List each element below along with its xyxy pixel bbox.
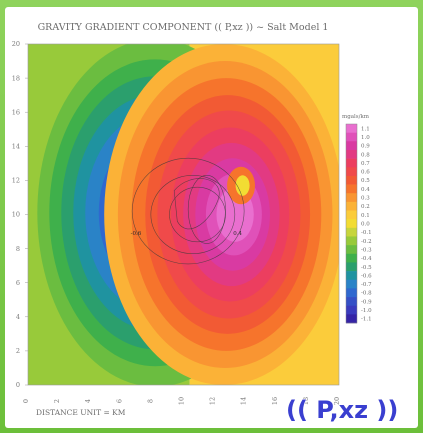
x-tick-label: 18 bbox=[302, 397, 310, 405]
x-tick-label: 12 bbox=[209, 397, 217, 405]
contour-line bbox=[150, 174, 236, 255]
colorbar-swatch bbox=[346, 193, 357, 203]
colorbar-swatch bbox=[346, 253, 357, 263]
colorbar-swatch bbox=[346, 314, 357, 324]
contour-label: -0.6 bbox=[131, 231, 142, 237]
colorbar-swatch bbox=[346, 158, 357, 168]
colorbar-swatch bbox=[346, 305, 357, 315]
colorbar-label: 0.1 bbox=[361, 213, 370, 219]
y-tick-label: 4 bbox=[16, 313, 20, 321]
colorbar-label: 0.5 bbox=[361, 178, 370, 184]
component-label: (( P,xz )) bbox=[286, 396, 398, 424]
colorbar-label: 0.8 bbox=[361, 152, 370, 158]
colorbar-swatch bbox=[346, 236, 357, 246]
colorbar-swatch bbox=[346, 175, 357, 185]
y-tick-label: 2 bbox=[16, 347, 20, 355]
chart: GRAVITY GRADIENT COMPONENT (( P,xz )) ~ … bbox=[12, 22, 399, 425]
colorbar-swatch bbox=[346, 132, 357, 142]
y-tick-label: 14 bbox=[12, 143, 20, 151]
colorbar-swatch bbox=[346, 149, 357, 159]
contour-label: 0.4 bbox=[233, 231, 242, 237]
colorbar-label: -0.4 bbox=[361, 256, 372, 262]
contour-line bbox=[173, 178, 220, 230]
colorbar-label: -0.3 bbox=[361, 247, 372, 253]
colorbar-label: -0.1 bbox=[361, 230, 372, 236]
colorbar-label: 1.0 bbox=[361, 135, 370, 141]
colorbar-swatch bbox=[346, 245, 357, 255]
heatmap-bands bbox=[28, 44, 339, 385]
colorbar-swatch bbox=[346, 167, 357, 177]
colorbar-label: -0.2 bbox=[361, 239, 372, 245]
colorbar-swatch bbox=[346, 141, 357, 151]
x-tick-label: 4 bbox=[84, 399, 92, 403]
chart-title: GRAVITY GRADIENT COMPONENT (( P,xz )) ~ … bbox=[38, 22, 329, 33]
x-tick-label: 14 bbox=[240, 397, 248, 405]
x-tick-label: 10 bbox=[178, 397, 186, 405]
colorbar-swatch bbox=[346, 288, 357, 298]
colorbar-label: 0.6 bbox=[361, 170, 370, 176]
contour-line bbox=[187, 174, 226, 244]
colorbar-label: 0.0 bbox=[361, 222, 370, 228]
x-axis-label: DISTANCE UNIT = KM bbox=[36, 408, 126, 417]
colorbar-label: 0.3 bbox=[361, 196, 370, 202]
colorbar-swatch bbox=[346, 210, 357, 220]
colorbar-swatch bbox=[346, 219, 357, 229]
y-tick-label: 8 bbox=[16, 245, 20, 253]
colorbar-swatch bbox=[346, 279, 357, 289]
colorbar-frame bbox=[345, 123, 358, 324]
y-tick-label: 6 bbox=[16, 279, 20, 287]
secondary-anomaly-core bbox=[235, 175, 250, 196]
colorbar-label: -0.8 bbox=[361, 291, 372, 297]
colorbar-label: -0.9 bbox=[361, 299, 372, 305]
colorbar-label: 0.4 bbox=[361, 187, 370, 193]
y-tick-label: 12 bbox=[12, 177, 20, 185]
colorbar-label: 1.1 bbox=[361, 126, 370, 132]
x-tick-label: 0 bbox=[22, 399, 30, 403]
y-tick-label: 20 bbox=[12, 40, 20, 48]
x-tick-label: 8 bbox=[146, 399, 154, 403]
colorbar-swatch bbox=[346, 184, 357, 194]
colorbar-swatch bbox=[346, 201, 357, 211]
y-axis: 0 2 4 6 8 10 12 14 16 18 20 bbox=[12, 40, 28, 389]
colorbar-unit: mgals/km bbox=[342, 114, 370, 120]
colorbar-swatch bbox=[346, 297, 357, 306]
colorbar-swatch bbox=[346, 262, 357, 272]
colorbar-swatch bbox=[346, 227, 357, 237]
colorbar-label: -0.5 bbox=[361, 265, 372, 271]
colorbar: mgals/km 1.1 1.0 0.9 0.8 0.7 0.6 0.5 0.4 0.3 0.2 0… bbox=[342, 114, 372, 324]
colorbar-label: -0.6 bbox=[361, 273, 372, 279]
y-tick-label: 16 bbox=[12, 108, 20, 116]
colorbar-label: 0.2 bbox=[361, 204, 370, 210]
x-tick-label: 2 bbox=[53, 399, 61, 403]
plot-area: 0.4 -0.6 bbox=[27, 43, 340, 386]
colorbar-label: -1.0 bbox=[361, 308, 372, 314]
colorbar-swatch bbox=[346, 124, 357, 133]
contour-line bbox=[131, 157, 245, 265]
x-tick-label: 16 bbox=[271, 397, 279, 405]
colorbar-swatch bbox=[346, 271, 357, 281]
x-axis: 0 2 4 6 8 10 12 14 16 18 20 bbox=[22, 397, 341, 405]
colorbar-label: 0.9 bbox=[361, 144, 370, 150]
contour-lines: 0.4 -0.6 bbox=[131, 157, 245, 265]
figure-panel: GRAVITY GRADIENT COMPONENT (( P,xz )) ~ … bbox=[5, 7, 418, 428]
y-tick-label: 0 bbox=[16, 381, 20, 389]
colorbar-label: 0.7 bbox=[361, 161, 370, 167]
y-tick-label: 10 bbox=[12, 211, 20, 219]
x-tick-label: 20 bbox=[333, 397, 341, 405]
colorbar-label: -1.1 bbox=[361, 317, 372, 323]
x-tick-label: 6 bbox=[115, 399, 123, 403]
y-tick-label: 18 bbox=[12, 74, 20, 82]
colorbar-label: -0.7 bbox=[361, 282, 372, 288]
